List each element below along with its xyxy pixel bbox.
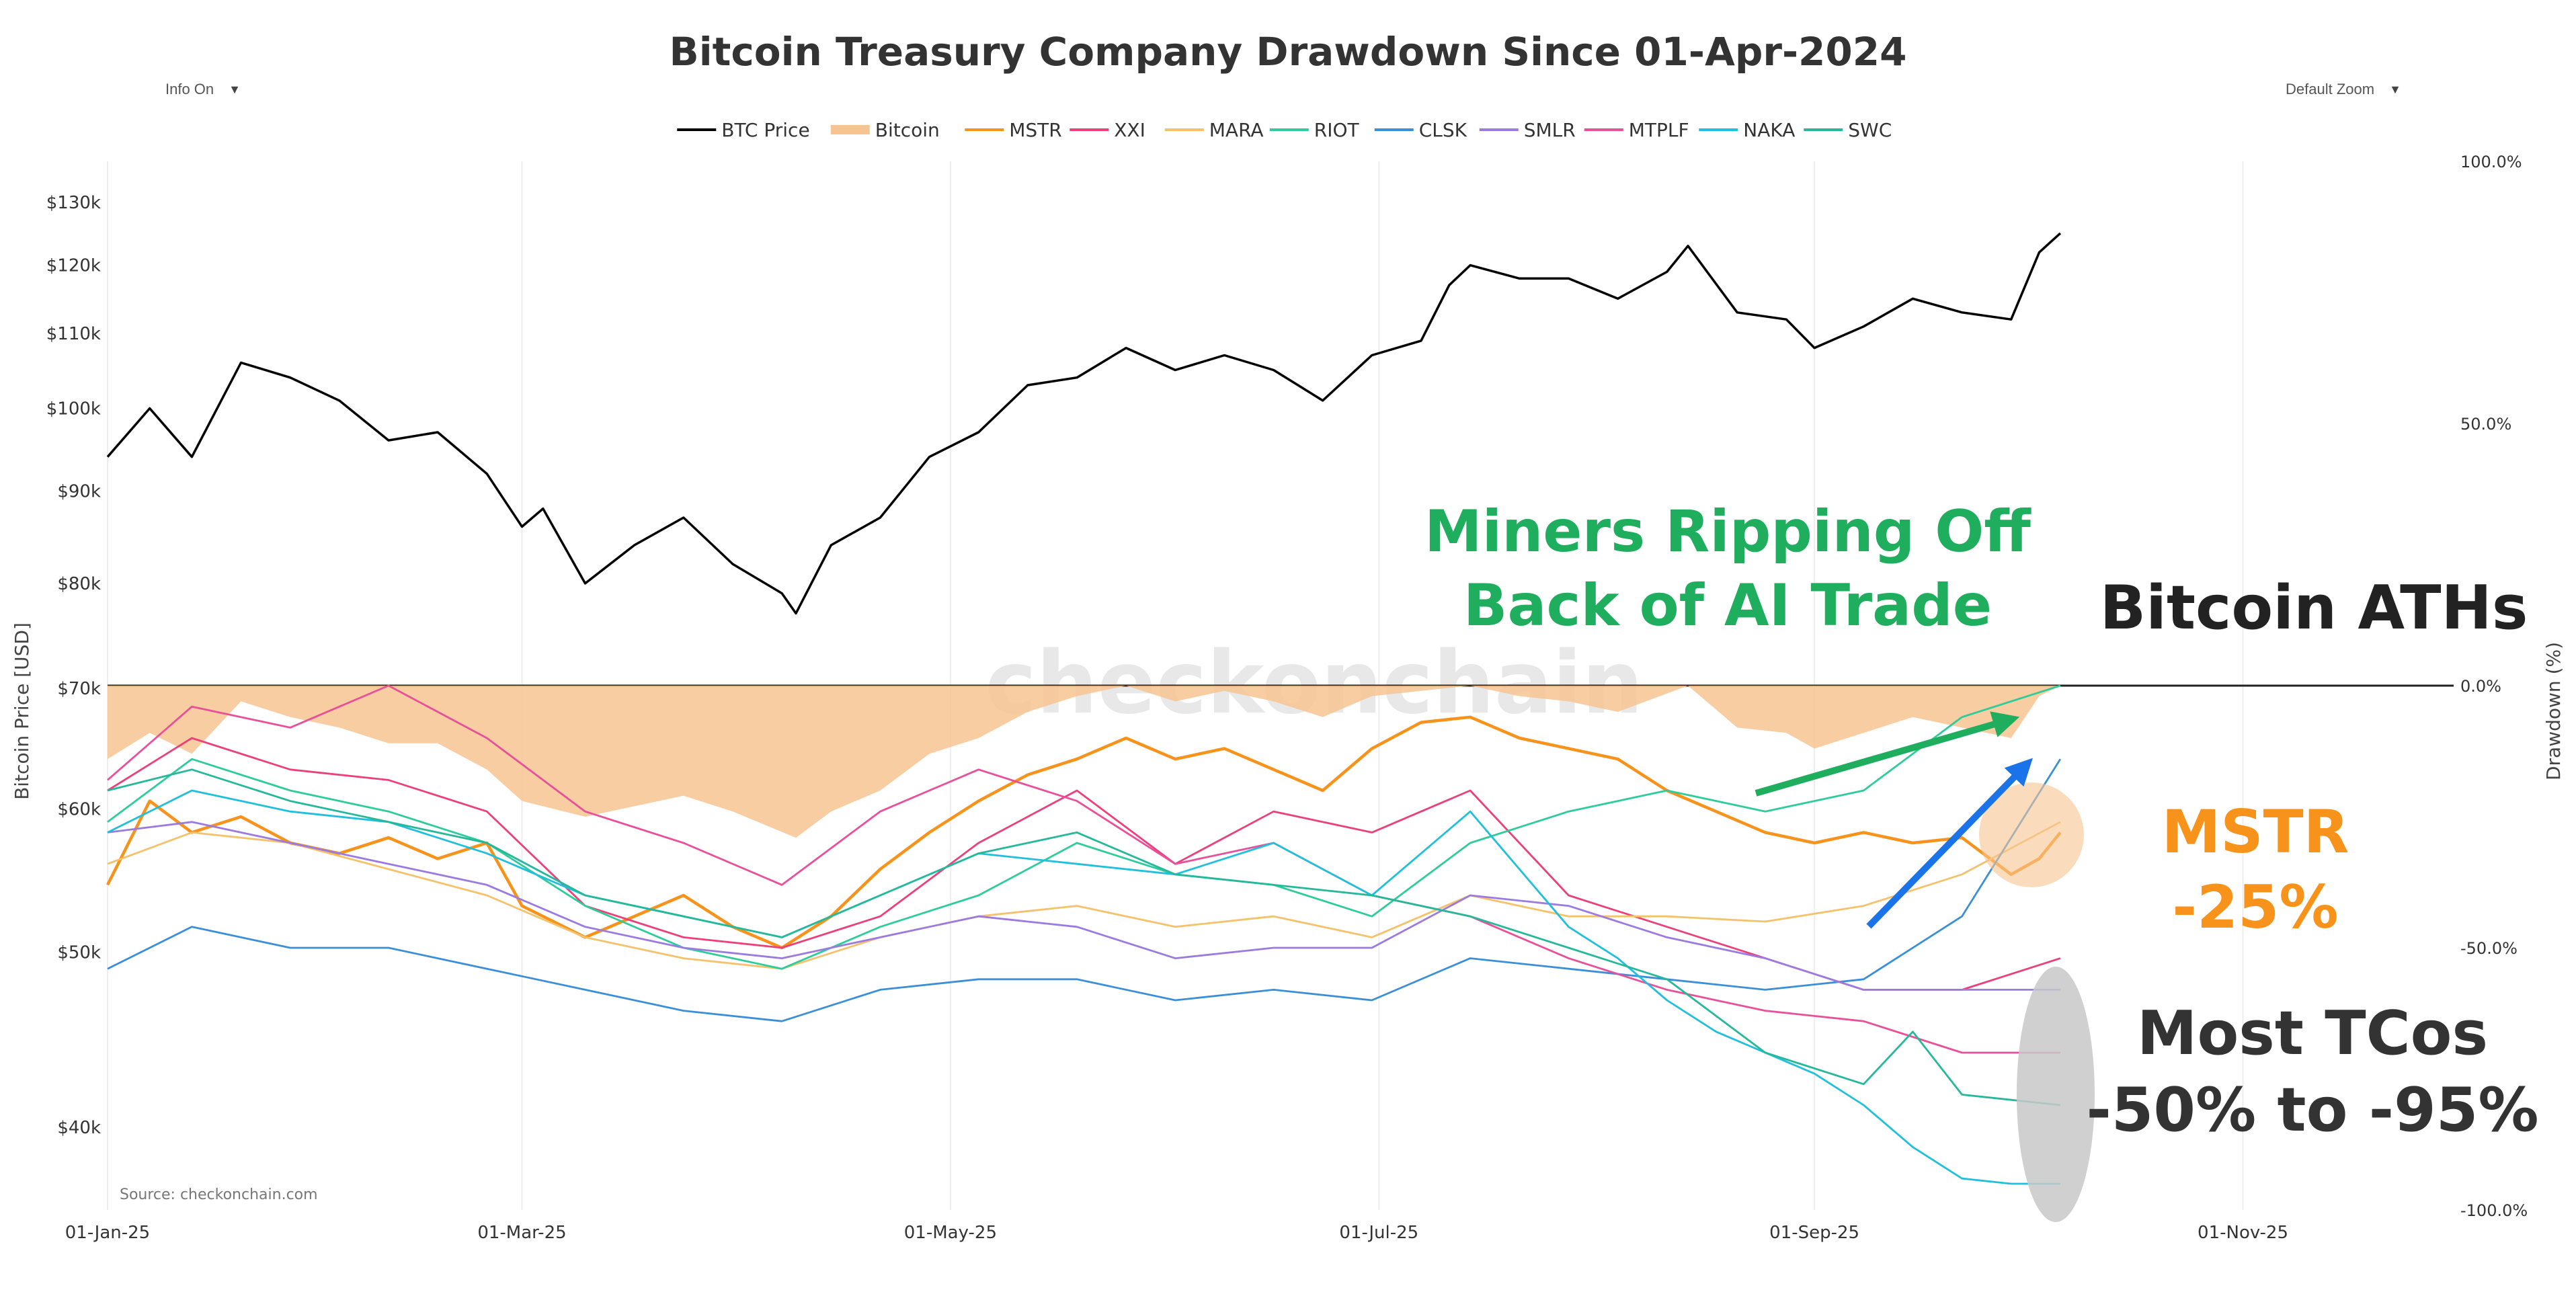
miners-annotation-line2: Back of AI Trade [1463,572,1992,639]
legend-swatch [830,125,870,134]
legend-item-mara[interactable]: MARA [1164,119,1264,141]
tcos-annotation-line2: -50% to -95% [2086,1075,2538,1145]
bitcoin-aths-annotation: Bitcoin ATHs [2100,573,2528,643]
legend-item-swc[interactable]: SWC [1804,119,1892,141]
zoom-dropdown[interactable]: Default Zoom ▼ [2286,81,2401,98]
legend-item-clsk[interactable]: CLSK [1374,119,1467,141]
series-line-btc-price [106,232,2062,615]
right-tick-label: -100.0% [2460,1201,2528,1220]
highlight-layer [1979,782,2095,1222]
legend-item-smlr[interactable]: SMLR [1479,119,1576,141]
series-line-naka [107,789,2060,1185]
x-tick-label: 01-Mar-25 [477,1223,566,1243]
legend-label: NAKA [1743,119,1795,141]
legend-label: BTC Price [721,119,809,141]
series-line-smlr [107,821,2060,991]
left-tick-label: $70k [57,679,101,699]
legend-label: SMLR [1524,119,1576,141]
legend-item-xxi[interactable]: XXI [1070,119,1145,141]
annotation-arrows [1755,711,2033,929]
left-axis-ticks: $40k $50k $60k $70k $80k $90k $100k $110k $120k $… [46,193,101,1138]
series-line-mara [107,821,2061,970]
legend-item-naka[interactable]: NAKA [1699,119,1795,141]
left-tick-label: $90k [57,481,101,501]
series-line-xxi [107,737,2061,991]
legend-label: MARA [1209,119,1264,141]
left-tick-label: $60k [57,800,101,820]
right-tick-label: -50.0% [2460,939,2518,958]
left-tick-label: $130k [46,193,101,213]
legend-label: RIOT [1314,119,1360,141]
left-tick-label: $100k [46,399,101,419]
left-tick-label: $120k [46,256,101,276]
info-toggle-label: Info On [165,81,214,97]
left-tick-label: $40k [57,1118,101,1138]
watermark: checkonchain [985,633,1644,733]
tcos-highlight-ellipse [2017,967,2095,1222]
miners-annotation-line1: Miners Ripping Off [1424,498,2031,565]
left-axis-label: Bitcoin Price [USD] [11,622,33,800]
right-tick-label: 0.0% [2460,677,2501,696]
series-area-bitcoin [108,686,2060,838]
legend-item-mtplf[interactable]: MTPLF [1584,119,1689,141]
series-lines-layer [106,232,2062,1185]
legend-label: SWC [1848,119,1892,141]
left-tick-label: $80k [57,574,101,594]
mstr-annotation-line1: MSTR [2162,797,2349,866]
chart-title: Bitcoin Treasury Company Drawdown Since … [670,29,1907,75]
tcos-annotation-line1: Most TCos [2137,998,2488,1069]
legend-label: XXI [1114,119,1145,141]
right-tick-label: 100.0% [2460,153,2522,171]
blue-arrow [1866,758,2033,929]
right-tick-label: 50.0% [2460,415,2511,434]
series-line-swc [107,768,2061,1106]
right-axis-ticks: 100.0% 50.0% 0.0% -50.0% -100.0% [2460,153,2528,1220]
legend-item-btc-price[interactable]: BTC Price [677,119,810,141]
x-tick-label: 01-Jan-25 [65,1223,150,1243]
right-axis-label: Drawdown (%) [2542,642,2565,780]
legend-label: Bitcoin [875,119,940,141]
x-tick-label: 01-Sep-25 [1769,1223,1859,1243]
series-line-mstr [106,715,2062,950]
legend-item-riot[interactable]: RIOT [1269,119,1360,141]
green-arrow [1755,711,2020,797]
left-tick-label: $110k [46,324,101,344]
bitcoin-drawdown-area-layer [108,686,2060,838]
source-note: Source: checkonchain.com [120,1186,318,1203]
x-axis-ticks: 01-Jan-25 01-Mar-25 01-May-25 01-Jul-25 01-S… [65,1223,2288,1243]
x-tick-label: 01-Nov-25 [2198,1223,2288,1243]
zoom-dropdown-label: Default Zoom [2286,81,2375,97]
series-line-clsk [107,758,2062,1022]
legend-item-bitcoin[interactable]: Bitcoin [830,119,940,141]
chart-legend: BTC Price Bitcoin MSTR XXI MARA RIOT CLSK SMLR M… [677,119,1892,141]
legend-label: MTPLF [1629,119,1689,141]
series-line-mtplf [107,684,2060,1054]
chevron-down-icon: ▼ [2389,82,2401,96]
mstr-annotation-line2: -25% [2172,873,2338,942]
series-line-riot [107,684,2061,970]
legend-label: MSTR [1009,119,1062,141]
x-tick-label: 01-Jul-25 [1339,1223,1418,1243]
chevron-down-icon: ▼ [229,82,241,96]
mstr-highlight-circle [1979,782,2084,887]
legend-label: CLSK [1419,119,1467,141]
x-tick-label: 01-May-25 [904,1223,997,1243]
legend-item-mstr[interactable]: MSTR [965,119,1062,141]
info-toggle-dropdown[interactable]: Info On ▼ [165,81,241,98]
left-tick-label: $50k [57,943,101,963]
